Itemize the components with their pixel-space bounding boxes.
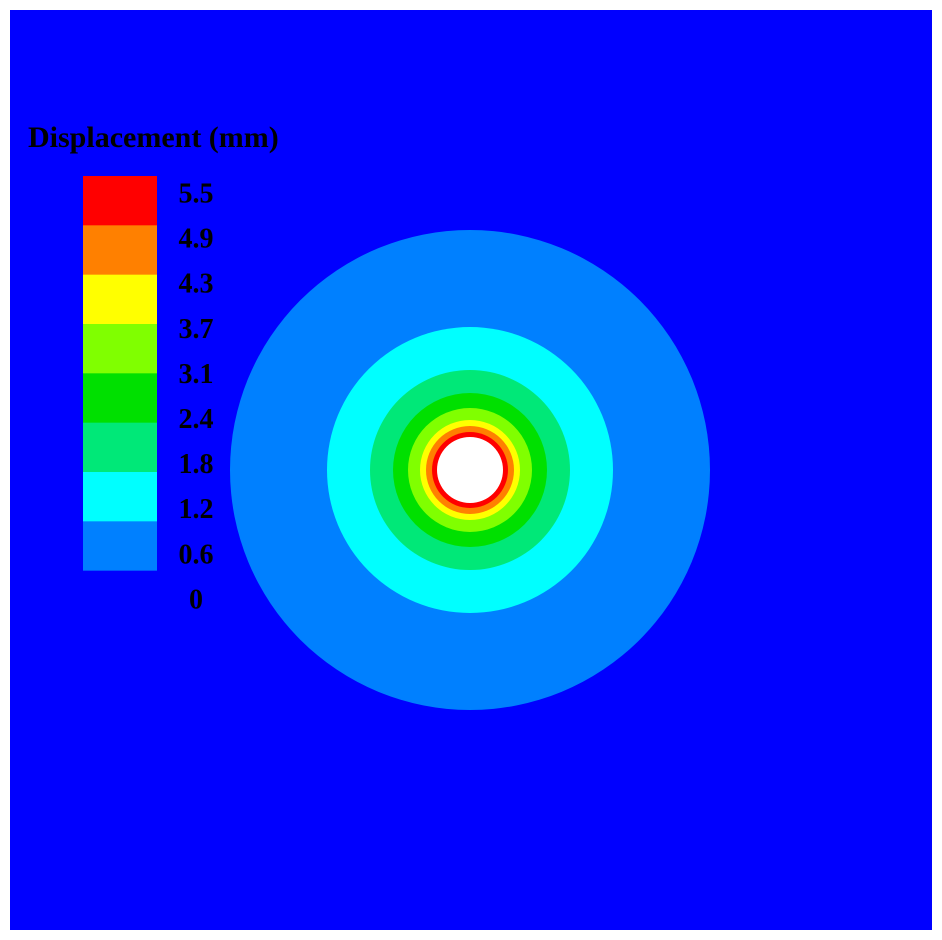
legend-label: 0 xyxy=(189,584,203,615)
legend-swatch xyxy=(83,225,157,276)
legend-swatch xyxy=(83,521,157,572)
legend-label: 3.7 xyxy=(179,314,214,345)
hole xyxy=(437,437,503,503)
legend-swatch xyxy=(83,472,157,522)
legend-label: 4.3 xyxy=(179,269,214,300)
legend-swatch xyxy=(83,176,157,226)
legend-label: 2.4 xyxy=(179,404,214,435)
legend-swatch xyxy=(83,274,157,325)
legend-swatch xyxy=(83,373,157,424)
legend-title: Displacement (mm) xyxy=(28,121,279,154)
legend: 5.5 4.9 4.3 3.7 3.1 2.4 1.8 1.2 0.6 0 xyxy=(83,176,214,621)
legend-label: 4.9 xyxy=(179,224,214,255)
legend-swatch xyxy=(83,324,157,374)
legend-swatch xyxy=(83,422,157,473)
legend-swatch xyxy=(83,570,157,621)
legend-label: 3.1 xyxy=(179,359,214,390)
legend-label: 0.6 xyxy=(179,539,214,570)
legend-label: 1.2 xyxy=(179,494,214,525)
legend-label: 5.5 xyxy=(179,178,214,209)
legend-label: 1.8 xyxy=(179,449,214,480)
